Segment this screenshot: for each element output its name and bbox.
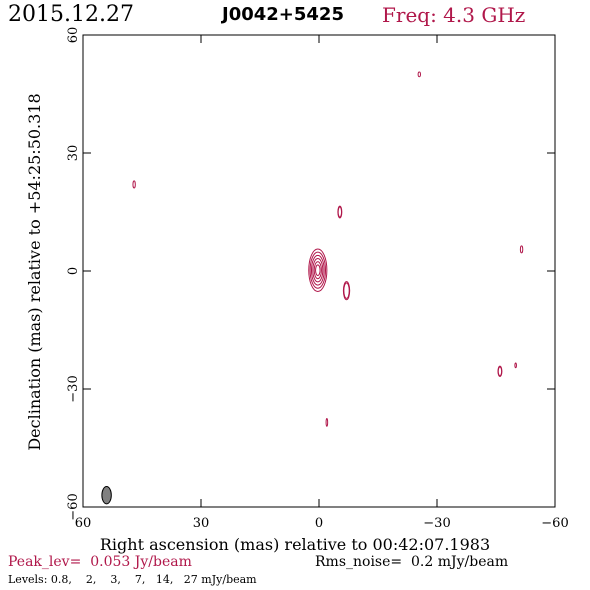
contour-level bbox=[519, 245, 524, 254]
contour-level bbox=[337, 206, 343, 218]
contour-level bbox=[497, 366, 503, 377]
contour-level bbox=[343, 282, 350, 299]
epoch-date: 2015.12.27 bbox=[8, 2, 134, 27]
contour-level bbox=[310, 254, 325, 286]
contour-level bbox=[313, 261, 322, 280]
y-axis-title: Declination (mas) relative to +54:25:50.… bbox=[25, 93, 44, 450]
contour-level bbox=[308, 248, 328, 292]
contour-component bbox=[132, 180, 136, 189]
contour-component bbox=[497, 365, 503, 377]
y-tick-label: −30 bbox=[66, 375, 81, 402]
axis-ticks: 60 30 0 −30 −60 −60 −30 0 30 60 bbox=[66, 27, 569, 531]
contour-component bbox=[514, 362, 517, 369]
peak-level-text: Peak_lev= 0.053 Jy/beam bbox=[8, 554, 192, 570]
x-tick-label: 0 bbox=[315, 516, 323, 531]
beam-shape bbox=[101, 486, 112, 505]
contour-component bbox=[417, 71, 421, 78]
x-axis-title: Right ascension (mas) relative to 00:42:… bbox=[100, 535, 490, 554]
contour-component bbox=[325, 418, 329, 427]
plot-frame bbox=[82, 34, 556, 508]
contour-level bbox=[312, 258, 324, 283]
x-tick-label: 30 bbox=[193, 516, 210, 531]
contour-component bbox=[519, 245, 524, 254]
contour-component bbox=[337, 205, 343, 219]
x-tick-label: −60 bbox=[541, 516, 568, 531]
contour-level bbox=[132, 180, 136, 189]
y-tick-label: 60 bbox=[66, 27, 81, 44]
contour-level bbox=[309, 251, 327, 289]
beam-ellipse bbox=[101, 486, 112, 505]
contour-level bbox=[514, 362, 517, 369]
y-tick-label: −60 bbox=[66, 493, 81, 520]
contour-levels-text: Levels: 0.8, 2, 3, 7, 14, 27 mJy/beam bbox=[8, 573, 257, 586]
contour-component bbox=[342, 281, 351, 301]
frequency-label: Freq: 4.3 GHz bbox=[382, 3, 526, 27]
y-tick-label: 0 bbox=[66, 267, 81, 275]
rms-noise-text: Rms_noise= 0.2 mJy/beam bbox=[315, 554, 509, 570]
contour-level bbox=[325, 418, 329, 427]
x-tick-label: −30 bbox=[423, 516, 450, 531]
contour-set bbox=[132, 71, 524, 427]
x-tick-label: 60 bbox=[75, 516, 92, 531]
contour-component bbox=[308, 248, 328, 292]
source-name: J0042+5425 bbox=[222, 4, 344, 25]
y-tick-label: 30 bbox=[66, 145, 81, 162]
contour-level bbox=[315, 264, 321, 277]
contour-level bbox=[417, 71, 421, 78]
